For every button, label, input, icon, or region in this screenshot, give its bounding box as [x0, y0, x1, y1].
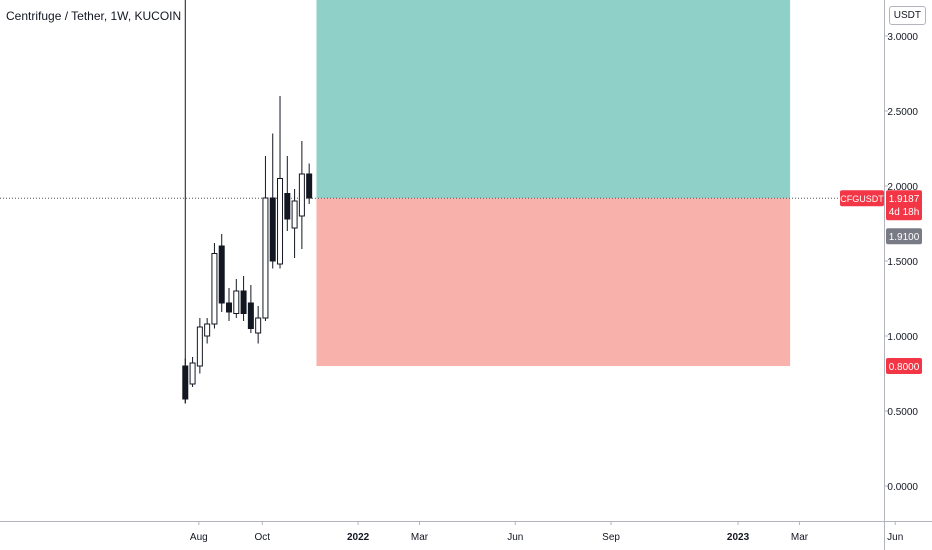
candle-body	[291, 200, 298, 229]
candle-body	[189, 362, 196, 385]
target-zone[interactable]	[316, 0, 791, 199]
candle-body	[247, 302, 254, 329]
candle-body	[204, 323, 211, 337]
x-tick-label: 2022	[347, 532, 370, 543]
candle-body	[262, 197, 269, 319]
y-tick-label: 2.5000	[887, 107, 918, 118]
level-price-label: 1.9100	[889, 232, 920, 243]
candle-body	[298, 173, 305, 217]
x-tick-label: Jun	[887, 532, 903, 543]
candle-body	[211, 253, 218, 325]
y-tick-label: 1.0000	[887, 332, 918, 343]
position-tool[interactable]	[316, 0, 791, 366]
candlestick-series	[182, 96, 313, 404]
x-tick-label: 2023	[727, 532, 750, 543]
candle-body	[226, 302, 233, 313]
candle-body	[277, 178, 284, 265]
x-tick-label: Oct	[255, 532, 271, 543]
candle-body	[233, 290, 240, 314]
candle-body	[182, 365, 189, 400]
x-tick-label: Aug	[190, 532, 208, 543]
currency-selector[interactable]: USDT	[888, 6, 926, 25]
y-tick-label: 0.5000	[887, 407, 918, 418]
candle-body	[240, 290, 247, 314]
candle-body	[218, 245, 225, 304]
current-price-label-bg	[886, 190, 922, 221]
candle-body	[284, 193, 291, 220]
candle-body	[306, 173, 313, 199]
x-tick-label: Mar	[791, 532, 809, 543]
candle-body	[269, 197, 276, 262]
current-price-label: 1.9187	[889, 194, 920, 205]
drawing-lines[interactable]	[0, 0, 884, 404]
y-tick-label: 3.0000	[887, 32, 918, 43]
stop-price-label-bg	[886, 358, 922, 374]
x-tick-label: Mar	[411, 532, 429, 543]
level-price-label-bg	[886, 228, 922, 245]
x-tick-label: Sep	[602, 532, 620, 543]
y-tick-label: 1.5000	[887, 257, 918, 268]
candle-body	[255, 317, 262, 334]
chart-title: Centrifuge / Tether, 1W, KUCOIN	[6, 9, 182, 23]
y-tick-label: 0.0000	[887, 482, 918, 493]
bar-countdown-label: 4d 18h	[889, 207, 920, 218]
symbol-tag-bg	[840, 190, 884, 207]
stop-price-label: 0.8000	[889, 362, 920, 373]
stop-zone[interactable]	[316, 198, 791, 366]
candle-body	[196, 326, 203, 367]
x-tick-label: Jun	[507, 532, 523, 543]
y-tick-label: 2.0000	[887, 182, 918, 193]
symbol-tag: CFGUSDT	[840, 194, 884, 204]
